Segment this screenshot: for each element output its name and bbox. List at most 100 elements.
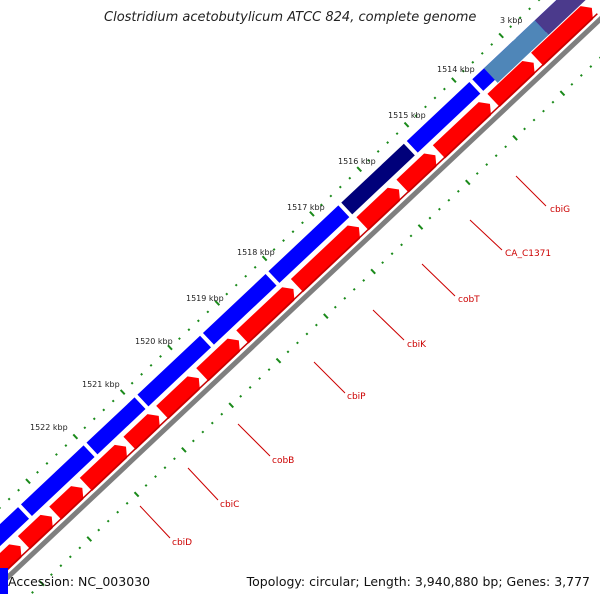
outer-tick (571, 84, 572, 85)
outer-tick (335, 306, 336, 307)
outer-tick (324, 314, 328, 318)
outer-tick (276, 359, 280, 363)
inner-tick (283, 240, 284, 241)
tick-label: 1521 kbp (82, 380, 120, 389)
genome-stats-text: Topology: circular; Length: 3,940,880 bp… (247, 574, 590, 589)
outer-tick (552, 101, 553, 102)
gene-leader-line (470, 220, 502, 250)
inner-tick (236, 284, 237, 285)
outer-tick (259, 378, 260, 379)
gene-label-cbig: cbiG (550, 205, 570, 215)
inner-tick (188, 329, 189, 330)
outer-tick (182, 448, 186, 452)
inner-tick (8, 498, 9, 499)
outer-tick (429, 217, 430, 218)
outer-tick (212, 422, 213, 423)
inner-tick (482, 53, 483, 54)
inner-tick (160, 356, 161, 357)
inner-tick (302, 222, 303, 223)
outer-tick (524, 128, 525, 129)
inner-tick (340, 186, 341, 187)
inner-tick (198, 320, 199, 321)
outer-tick (70, 556, 71, 557)
inner-tick (168, 345, 172, 349)
tick-label: 1515 kbp (388, 111, 426, 120)
gene-leader-line (373, 310, 404, 340)
outer-tick (371, 269, 375, 273)
inner-tick (56, 454, 57, 455)
inner-tick (529, 8, 530, 9)
inner-tick (207, 311, 208, 312)
inner-tick (46, 463, 47, 464)
inner-tick (84, 427, 85, 428)
inner-tick (292, 231, 293, 232)
outer-tick (240, 396, 241, 397)
outer-tick (418, 225, 422, 229)
outer-tick (458, 191, 459, 192)
inner-tick (121, 390, 125, 394)
gene-label-ca-c1371: CA_C1371 (505, 249, 551, 259)
outer-tick (268, 369, 269, 370)
outer-tick (316, 324, 317, 325)
gene-leader-line (314, 362, 345, 393)
inner-tick (404, 123, 408, 127)
outer-tick (87, 537, 91, 541)
outer-tick (354, 289, 355, 290)
inner-tick (94, 418, 95, 419)
inner-tick (310, 212, 314, 216)
outer-tick (249, 387, 250, 388)
outer-tick-row (0, 12, 600, 600)
inner-tick (472, 62, 473, 63)
inner-tick (65, 445, 66, 446)
outer-tick (495, 155, 496, 156)
inner-tick (254, 267, 255, 268)
inner-tick (510, 26, 511, 27)
outer-tick (297, 342, 298, 343)
inner-tick (444, 88, 445, 89)
inner-tick (349, 177, 350, 178)
tick-label: 1519 kbp (186, 294, 224, 303)
outer-tick (543, 110, 544, 111)
inner-tick (141, 374, 142, 375)
inner-tick (131, 382, 132, 383)
tick-label: 1516 kbp (338, 157, 376, 166)
outer-tick (513, 136, 517, 140)
inner-tick (499, 33, 503, 37)
outer-tick (590, 66, 591, 67)
outer-tick (32, 592, 33, 593)
inner-tick (179, 338, 180, 339)
gene-label-cbip: cbiP (347, 392, 366, 402)
outer-tick (126, 503, 127, 504)
outer-tick (193, 440, 194, 441)
accession-text: Accession: NC_003030 (8, 574, 150, 589)
outer-tick (560, 91, 564, 95)
gene-label-cbik: cbiK (407, 340, 427, 350)
outer-tick (287, 351, 288, 352)
outer-tick (155, 476, 156, 477)
outer-tick (363, 280, 364, 281)
gene-leader-line (422, 264, 455, 296)
outer-tick (98, 529, 99, 530)
outer-tick (448, 200, 449, 201)
outer-tick (533, 119, 534, 120)
gene-leader-line (188, 468, 218, 500)
gene-label-cobt: cobT (458, 295, 480, 305)
outer-tick (505, 146, 506, 147)
inner-tick (245, 276, 246, 277)
inner-tick (538, 0, 539, 1)
outer-tick (229, 403, 233, 407)
outer-tick (79, 547, 80, 548)
tick-label: 1520 kbp (135, 337, 173, 346)
outer-tick (344, 298, 345, 299)
tick-label: 1518 kbp (237, 248, 275, 257)
gene-label-cbid: cbiD (172, 538, 192, 548)
inner-tick (18, 489, 19, 490)
inner-tick (425, 106, 426, 107)
outer-tick (221, 413, 222, 414)
outer-tick (145, 485, 146, 486)
inner-tick (226, 293, 227, 294)
reverse-gene-stub (0, 568, 8, 594)
